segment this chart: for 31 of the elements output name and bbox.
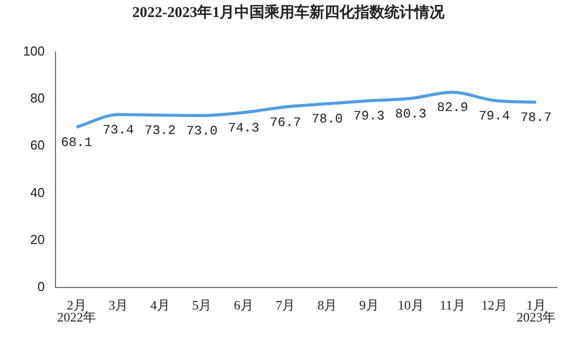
x-tick-label: 11月 (440, 298, 466, 313)
x-tick-label: 1月 (526, 298, 546, 313)
data-label: 78.0 (312, 112, 343, 127)
data-label: 80.3 (395, 106, 426, 122)
y-tick-label: 40 (30, 184, 45, 200)
data-label: 78.7 (520, 110, 552, 126)
y-tick-label: 0 (37, 278, 45, 294)
data-label: 73.4 (102, 122, 134, 138)
x-tick-label: 5月 (192, 298, 212, 313)
data-label: 79.4 (478, 108, 510, 124)
x-tick-label: 10月 (398, 298, 424, 313)
data-label: 74.3 (228, 120, 260, 136)
data-label: 79.3 (353, 108, 385, 124)
data-label: 73.0 (186, 123, 218, 138)
data-label: 76.7 (270, 114, 302, 130)
x-tick-label: 7月 (276, 298, 296, 313)
y-tick-label: 100 (22, 44, 45, 59)
data-label: 82.9 (436, 100, 468, 116)
x-tick-label: 6月 (234, 298, 254, 313)
x-tick-label: 3月 (108, 298, 128, 313)
x-tick-label: 2月 (66, 298, 86, 313)
x-tick-label: 12月 (481, 298, 508, 313)
y-tick-label: 20 (30, 232, 45, 247)
chart-title: 2022-2023年1月中国乘用车新四化指数统计情况 (132, 2, 446, 21)
data-label: 73.2 (144, 123, 176, 138)
x-tick-label: 4月 (150, 298, 170, 313)
y-tick-label: 80 (30, 90, 45, 106)
x-tick-label: 9月 (359, 298, 379, 313)
y-tick-label: 60 (30, 138, 45, 153)
x-tick-label: 8月 (317, 298, 337, 313)
data-label: 68.1 (60, 135, 92, 150)
